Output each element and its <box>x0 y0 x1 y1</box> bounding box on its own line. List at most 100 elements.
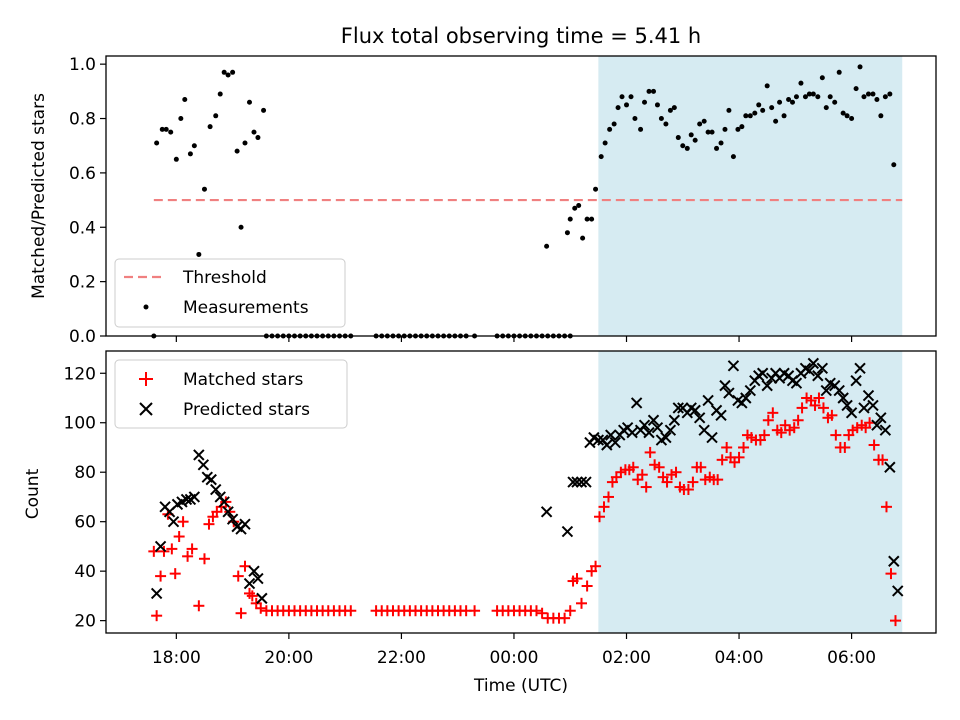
measurement-point <box>619 94 625 100</box>
matched-star-point <box>644 446 656 458</box>
predicted-star-point <box>647 414 660 426</box>
measurement-point <box>168 129 174 135</box>
measurement-point <box>878 113 884 119</box>
predicted-star-point <box>756 367 769 379</box>
predicted-star-point <box>812 370 824 382</box>
predicted-star-point <box>706 431 718 444</box>
top-plot-frame <box>105 55 937 337</box>
matched-star-point <box>220 496 232 508</box>
matched-star-point <box>809 399 821 411</box>
matched-star-point <box>877 454 889 466</box>
measurement-point <box>810 91 816 97</box>
predicted-star-point <box>740 392 752 404</box>
matched-star-point <box>796 402 808 414</box>
matched-star-point <box>762 414 774 426</box>
measurement-point <box>844 113 850 119</box>
matched-star-point <box>767 407 779 419</box>
matched-star-point <box>885 568 897 580</box>
matched-star-point <box>198 553 210 565</box>
measurement-point <box>684 145 690 151</box>
predicted-star-point <box>862 389 875 402</box>
predicted-star-point <box>167 515 180 528</box>
predicted-star-point <box>601 439 613 451</box>
matched-stars-points <box>148 392 901 627</box>
measurement-point <box>238 224 244 230</box>
bottom-y-tick-label: 100 <box>64 414 96 434</box>
measurement-point <box>658 116 664 122</box>
measurement-point <box>726 107 732 113</box>
measurement-point <box>752 110 758 116</box>
measurement-point <box>718 140 724 146</box>
predicted-star-point <box>807 357 820 370</box>
predicted-star-point <box>643 426 655 439</box>
predicted-star-point <box>693 412 706 424</box>
predicted-star-point <box>837 392 849 404</box>
matched-star-point <box>687 476 699 488</box>
predicted-star-point <box>252 572 264 585</box>
measurement-point <box>853 86 859 92</box>
measurement-point <box>680 143 686 149</box>
matched-star-point <box>695 461 707 473</box>
predicted-star-point <box>664 424 677 436</box>
matched-star-point <box>792 414 804 426</box>
measurement-point <box>593 186 599 192</box>
matched-star-point <box>661 476 673 488</box>
predicted-star-point <box>672 402 684 414</box>
matched-star-point <box>682 484 694 496</box>
measurement-point <box>615 105 621 111</box>
measurement-point <box>777 99 783 105</box>
measurement-point <box>632 116 638 122</box>
predicted-star-point <box>744 384 757 397</box>
measurement-point <box>865 91 871 97</box>
measurement-point <box>602 140 608 146</box>
measurement-point <box>697 121 703 127</box>
measurement-point <box>564 230 570 236</box>
predicted-star-point <box>820 384 832 397</box>
measurement-point <box>790 99 796 105</box>
measurement-point <box>607 126 613 132</box>
predicted-star-point <box>790 377 803 389</box>
measurement-point <box>182 96 188 102</box>
matched-star-point <box>158 545 170 557</box>
measurement-point <box>642 99 648 105</box>
bottom-y-tick-label: 60 <box>74 513 96 533</box>
measurement-point <box>836 69 842 75</box>
top-legend-box <box>114 258 346 328</box>
measurement-point <box>786 96 792 102</box>
predicted-star-point <box>580 476 592 488</box>
predicted-star-point <box>715 409 727 422</box>
predicted-star-point <box>154 540 167 553</box>
matched-star-point <box>564 605 576 617</box>
measurement-point <box>159 126 165 132</box>
measurement-point <box>743 113 749 119</box>
predicted-star-point <box>719 379 731 392</box>
bottom-legend-box <box>114 359 348 429</box>
predicted-star-point <box>210 483 222 496</box>
measurement-point <box>191 143 197 149</box>
matched-star-point <box>813 392 825 404</box>
top-y-tick-label: 0.4 <box>69 218 96 238</box>
measurement-point <box>173 156 179 162</box>
matched-star-point <box>738 441 750 453</box>
measurement-point <box>675 135 681 141</box>
legend-predicted-swatch <box>139 402 153 416</box>
matched-star-point <box>239 560 251 572</box>
measurement-point <box>823 105 829 111</box>
matched-star-point <box>775 427 787 439</box>
bottom-y-axis-label: Count <box>23 468 43 519</box>
measurement-point <box>815 94 821 100</box>
matched-star-point <box>182 550 194 562</box>
bottom-y-tick-label: 80 <box>74 463 96 483</box>
matched-star-point <box>155 570 167 582</box>
matched-star-point <box>830 429 842 441</box>
matched-star-point <box>817 402 829 414</box>
matched-star-point <box>868 439 880 451</box>
predicted-star-point <box>540 506 553 518</box>
measurement-point <box>221 69 227 75</box>
measurement-point <box>735 126 741 132</box>
predicted-star-point <box>197 459 210 471</box>
x-tick-label: 02:00 <box>602 648 651 668</box>
measurement-point <box>769 105 775 111</box>
bottom-y-tick-label: 40 <box>74 562 96 582</box>
top-y-axis-label: Matched/Predicted stars <box>29 93 49 299</box>
